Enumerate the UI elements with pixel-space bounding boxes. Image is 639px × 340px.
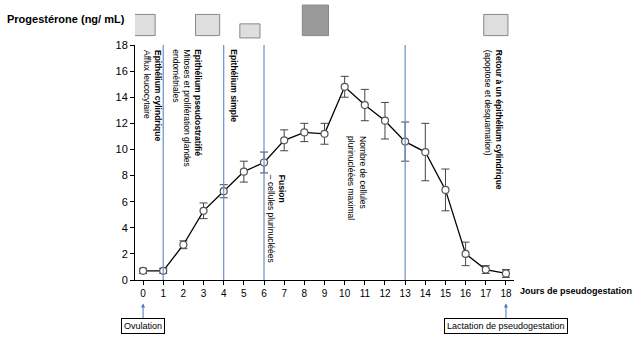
svg-text:Fusion– cellules plurinucléées: Fusion– cellules plurinucléées — [266, 175, 287, 263]
svg-text:Epithélium pseudostratifiéMito: Epithélium pseudostratifiéMitoses et pro… — [171, 49, 203, 167]
svg-text:12: 12 — [379, 288, 391, 299]
svg-text:0: 0 — [140, 288, 146, 299]
svg-text:Lactation de pseudogestation: Lactation de pseudogestation — [447, 321, 565, 331]
svg-text:14: 14 — [420, 288, 432, 299]
svg-text:4: 4 — [221, 288, 227, 299]
svg-text:Epithélium cylindriqueAfflux l: Epithélium cylindriqueAfflux leucocytair… — [142, 50, 163, 141]
svg-text:0: 0 — [122, 274, 128, 286]
svg-text:11: 11 — [360, 288, 371, 299]
svg-text:8: 8 — [302, 288, 308, 299]
svg-text:1: 1 — [160, 288, 166, 299]
svg-text:3: 3 — [201, 288, 207, 299]
svg-text:2: 2 — [122, 248, 128, 260]
svg-text:2: 2 — [181, 288, 187, 299]
svg-text:Nombre de cellulesplurinucléée: Nombre de cellulesplurinucléées maximal — [346, 136, 367, 220]
svg-text:16: 16 — [460, 288, 472, 299]
svg-text:15: 15 — [440, 288, 452, 299]
svg-text:6: 6 — [261, 288, 267, 299]
svg-text:Jours de pseudogestation: Jours de pseudogestation — [520, 286, 632, 296]
svg-text:13: 13 — [400, 288, 412, 299]
svg-text:18: 18 — [500, 288, 512, 299]
svg-text:4: 4 — [122, 222, 128, 234]
svg-text:18: 18 — [116, 39, 128, 51]
svg-text:9: 9 — [322, 288, 328, 299]
svg-text:Retour à un épithélium cylindr: Retour à un épithélium cylindrique(apopt… — [483, 50, 504, 190]
svg-text:17: 17 — [480, 288, 492, 299]
svg-text:10: 10 — [339, 288, 351, 299]
svg-text:14: 14 — [116, 91, 128, 103]
svg-text:5: 5 — [241, 288, 247, 299]
svg-text:8: 8 — [122, 169, 128, 181]
svg-text:Epithélium simple: Epithélium simple — [229, 49, 239, 122]
svg-text:7: 7 — [281, 288, 287, 299]
svg-text:10: 10 — [116, 143, 128, 155]
svg-text:6: 6 — [122, 196, 128, 208]
svg-text:Progestérone (ng/ mL): Progestérone (ng/ mL) — [7, 13, 125, 25]
svg-text:16: 16 — [116, 65, 128, 77]
svg-text:12: 12 — [116, 117, 128, 129]
svg-text:Ovulation: Ovulation — [124, 321, 162, 331]
